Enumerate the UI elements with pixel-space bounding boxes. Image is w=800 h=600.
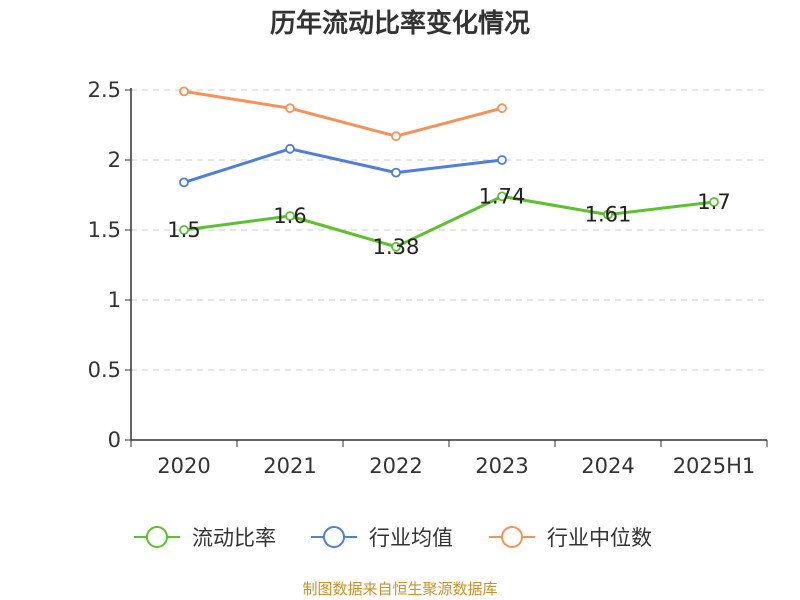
- data-label: 1.5: [167, 218, 200, 242]
- data-point[interactable]: [391, 241, 401, 252]
- data-point[interactable]: [709, 197, 719, 207]
- x-tick-label: 2025H1: [673, 454, 756, 478]
- y-tick-label: 2.5: [88, 78, 121, 102]
- legend-label: 流动比率: [192, 526, 276, 550]
- x-tick-label: 2022: [369, 454, 422, 478]
- data-point[interactable]: [497, 103, 507, 114]
- y-tick-label: 0.5: [88, 358, 121, 382]
- legend-marker-icon: [146, 526, 168, 548]
- series-line-1: [183, 147, 503, 184]
- series-layer: [179, 86, 719, 252]
- legend: 流动比率 行业均值 行业中位数: [134, 526, 652, 550]
- y-tick-label: 1.5: [88, 218, 121, 242]
- data-label: 1.38: [373, 235, 420, 259]
- x-tick-label: 2021: [263, 454, 316, 478]
- data-labels: 1.5 1.6 1.38 1.74 1.61 1.7: [167, 184, 730, 258]
- grid-lines: [131, 89, 767, 371]
- data-point[interactable]: [285, 103, 295, 114]
- data-point[interactable]: [391, 167, 401, 178]
- data-point[interactable]: [179, 225, 189, 235]
- legend-label: 行业均值: [369, 526, 453, 550]
- legend-item-0[interactable]: 流动比率: [134, 526, 276, 550]
- legend-marker-icon: [501, 526, 523, 548]
- source-note: 制图数据来自恒生聚源数据库: [302, 580, 497, 598]
- data-point[interactable]: [285, 211, 295, 221]
- data-point[interactable]: [497, 191, 507, 202]
- data-point[interactable]: [603, 209, 613, 220]
- y-tick-label: 0: [108, 428, 121, 452]
- data-label: 1.61: [585, 203, 632, 227]
- data-point[interactable]: [497, 155, 507, 165]
- legend-item-1[interactable]: 行业均值: [311, 526, 453, 550]
- chart-title: 历年流动比率变化情况: [270, 8, 530, 39]
- x-tick-label: 2023: [475, 454, 528, 478]
- legend-label: 行业中位数: [547, 526, 652, 550]
- axes: 0 0.5 1 1.5 2 2.5 2020 2021 2022 2023 2024 2025H1: [88, 78, 768, 478]
- data-label: 1.7: [697, 190, 730, 214]
- data-label: 1.6: [273, 204, 306, 228]
- series-line-2: [183, 89, 503, 138]
- data-point[interactable]: [179, 86, 189, 97]
- data-point[interactable]: [391, 131, 401, 142]
- legend-item-2[interactable]: 行业中位数: [489, 526, 652, 550]
- x-tick-label: 2024: [581, 454, 634, 478]
- y-tick-label: 1: [108, 288, 121, 312]
- data-label: 1.74: [479, 184, 526, 208]
- x-tick-label: 2020: [157, 454, 210, 478]
- data-point[interactable]: [179, 177, 189, 188]
- y-tick-label: 2: [108, 148, 121, 172]
- series-line-0: [183, 194, 715, 249]
- legend-marker-icon: [323, 526, 345, 548]
- data-point[interactable]: [285, 143, 295, 154]
